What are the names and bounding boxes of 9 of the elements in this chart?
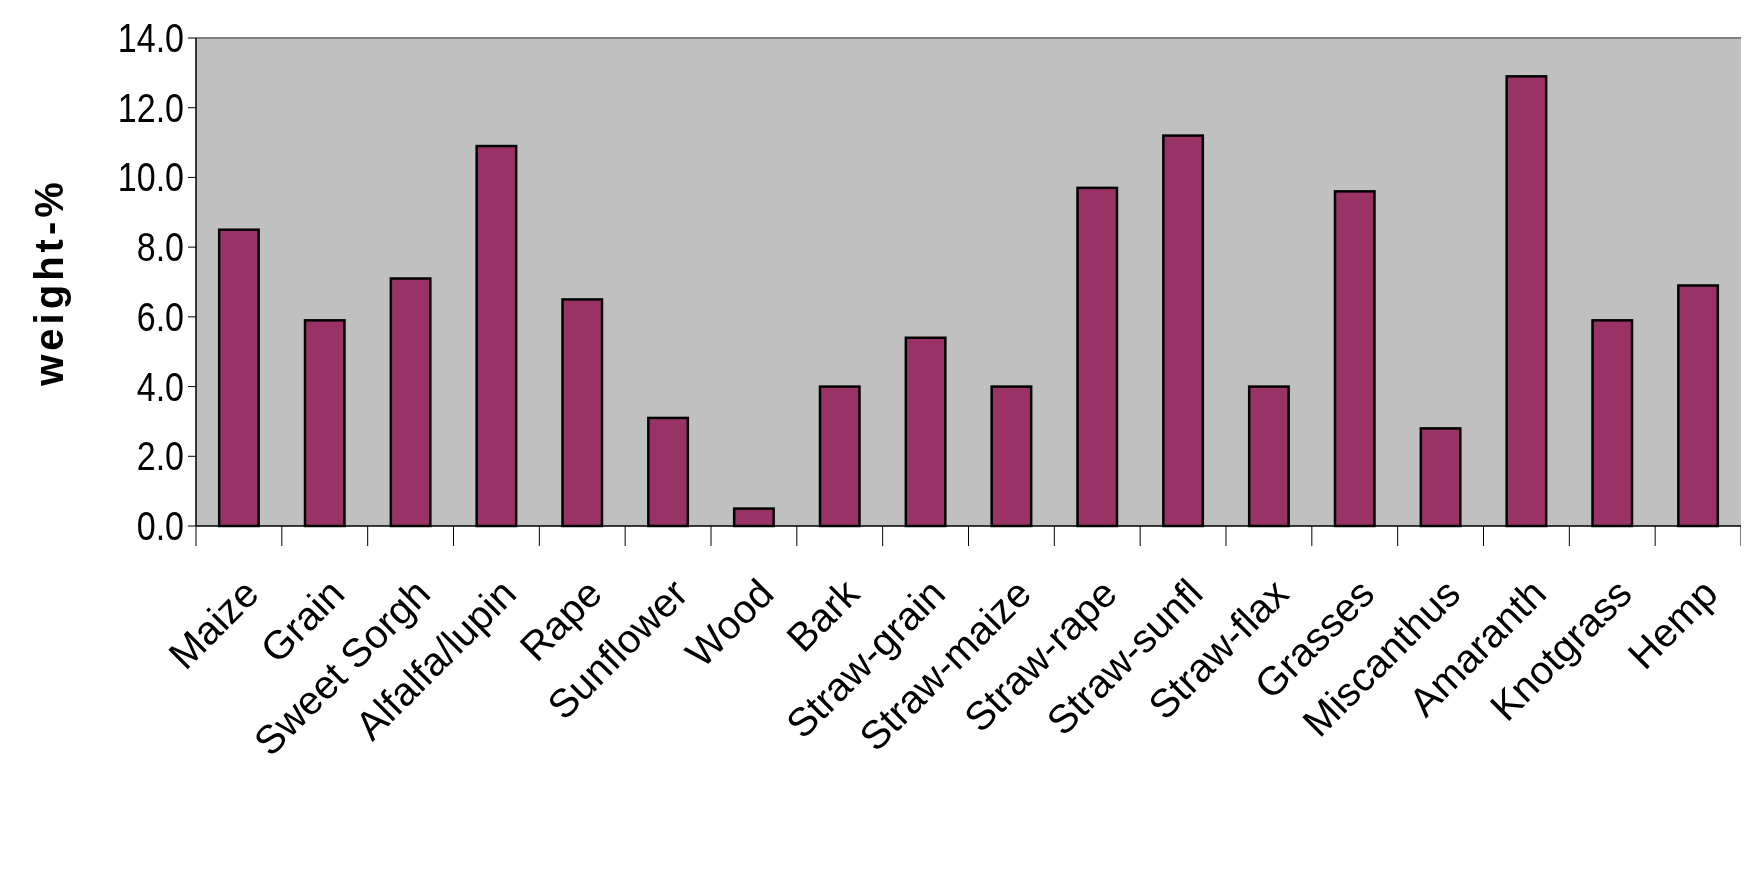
y-tick-label: 14.0 bbox=[117, 15, 184, 61]
y-tick-label: 12.0 bbox=[117, 85, 184, 131]
y-tick-label: 10.0 bbox=[117, 154, 184, 201]
y-tick-label: 2.0 bbox=[136, 433, 184, 479]
y-tick-label: 4.0 bbox=[136, 363, 184, 410]
y-axis-title: weight-% bbox=[27, 178, 71, 387]
y-tick-label: 6.0 bbox=[136, 294, 184, 340]
y-tick-label: 0.0 bbox=[136, 503, 184, 549]
y-tick-label: 8.0 bbox=[136, 224, 184, 270]
